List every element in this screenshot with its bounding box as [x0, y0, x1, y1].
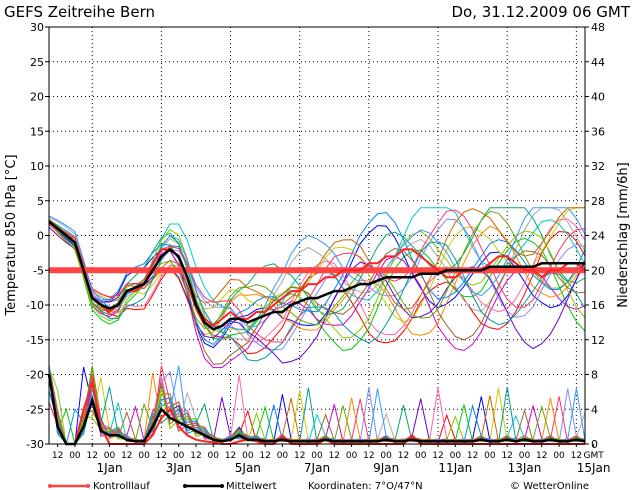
chart-title: GEFS Zeitreihe Bern [4, 3, 155, 21]
x-tick-label: 00 [208, 451, 220, 461]
x-tick-label: 12 [156, 451, 167, 461]
x-tick-label: 12 [294, 451, 305, 461]
x-tick-label: 00 [311, 451, 323, 461]
right-tick-label: 0 [591, 438, 598, 451]
mean-precip-line [47, 374, 586, 446]
left-tick-label: -20 [26, 369, 44, 382]
x-tick-label: 12 [501, 451, 512, 461]
member-precip-line [48, 365, 586, 445]
date-label: 3Jan [166, 461, 192, 475]
x-tick-label: 12 [52, 451, 63, 461]
x-tick-label: 00 [242, 451, 254, 461]
right-tick-label: 12 [591, 334, 605, 347]
left-tick-label: -15 [26, 334, 44, 347]
x-tick-label: GMT [584, 451, 605, 461]
right-tick-label: 8 [591, 369, 598, 382]
x-tick-label: 00 [69, 451, 81, 461]
left-tick-label: 0 [37, 230, 44, 243]
legend-mean-label: Mittelwert [226, 481, 277, 490]
right-tick-label: 28 [591, 195, 605, 208]
legend-mean-marker [183, 484, 187, 488]
date-label: 9Jan [373, 461, 399, 475]
left-tick-label: 5 [37, 195, 44, 208]
control-run-temp-line [48, 220, 586, 328]
left-tick-label: -30 [26, 438, 44, 451]
legend: Kontrolllauf Mittelwert Koordinaten: 7°O… [48, 481, 589, 490]
right-axis-label: Niederschlag [mm/6h] [616, 162, 631, 307]
left-axis-label: Temperatur 850 hPa [°C] [4, 154, 19, 316]
right-tick-label: 20 [591, 264, 605, 277]
legend-mean-marker-end [220, 484, 224, 488]
right-tick-label: 4 [591, 403, 598, 416]
left-axis-ticks: 30 25 20 15 10 5 0 -5 -10 -15 -20 -25 -30 [26, 21, 49, 451]
right-tick-label: 44 [591, 56, 605, 69]
left-tick-label: 25 [30, 56, 44, 69]
x-tick-label: 12 [363, 451, 374, 461]
right-tick-label: 16 [591, 299, 605, 312]
precipitation-series [48, 365, 586, 446]
x-tick-label: 12 [536, 451, 547, 461]
run-timestamp: Do, 31.12.2009 06 GMT [452, 3, 631, 21]
x-tick-label: 00 [519, 451, 531, 461]
right-tick-label: 48 [591, 21, 605, 34]
x-tick-label: 12 [86, 451, 97, 461]
date-label: 5Jan [235, 461, 261, 475]
right-tick-label: 24 [591, 230, 605, 243]
left-tick-label: -25 [26, 403, 44, 416]
date-label: 7Jan [304, 461, 330, 475]
left-tick-label: 30 [30, 21, 44, 34]
x-tick-label: 12 [225, 451, 236, 461]
x-tick-label: 00 [346, 451, 358, 461]
member-temp-line [48, 211, 586, 346]
x-tick-label: 00 [138, 451, 150, 461]
x-tick-label: 00 [104, 451, 116, 461]
right-tick-label: 36 [591, 125, 605, 138]
date-label: 1Jan [96, 461, 122, 475]
x-tick-label: 12 [190, 451, 201, 461]
coordinates-label: Koordinaten: 7°O/47°N [308, 481, 423, 490]
left-tick-label: 20 [30, 91, 44, 104]
x-tick-label: 12 [398, 451, 409, 461]
left-tick-label: 10 [30, 160, 44, 173]
legend-control-run-marker [48, 484, 52, 488]
date-label: 11Jan [438, 461, 472, 475]
x-tick-label: 00 [415, 451, 427, 461]
member-temp-line [48, 223, 586, 362]
x-tick-label: 12 [259, 451, 270, 461]
x-tick-label: 00 [553, 451, 565, 461]
date-label: 13Jan [508, 461, 542, 475]
x-tick-label: 00 [277, 451, 289, 461]
left-tick-label: -5 [33, 264, 44, 277]
left-tick-label: -10 [26, 299, 44, 312]
x-tick-label: 12 [571, 451, 582, 461]
x-tick-label: 12 [432, 451, 443, 461]
date-label: 15Jan [577, 461, 611, 475]
left-tick-label: 15 [30, 125, 44, 138]
grid-lines [49, 27, 585, 444]
legend-control-run-marker-end [86, 484, 90, 488]
x-tick-label: 12 [121, 451, 132, 461]
x-tick-label: 00 [450, 451, 462, 461]
x-tick-label: 00 [484, 451, 496, 461]
x-tick-label: 12 [467, 451, 478, 461]
x-axis-ticks: 12 00 12 00 12 00 12 00 12 00 12 00 12 00 12 00 12 00 12 00… [52, 444, 611, 475]
mean-temp-line [48, 220, 585, 331]
x-tick-label: 00 [380, 451, 392, 461]
member-temp-line [48, 218, 586, 343]
right-tick-label: 32 [591, 160, 605, 173]
right-tick-label: 40 [591, 91, 605, 104]
temperature-series [48, 207, 586, 369]
x-tick-label: 00 [173, 451, 185, 461]
credit-label: © WetterOnline [510, 481, 589, 490]
x-tick-label: 12 [329, 451, 340, 461]
legend-control-run-label: Kontrolllauf [93, 481, 150, 490]
